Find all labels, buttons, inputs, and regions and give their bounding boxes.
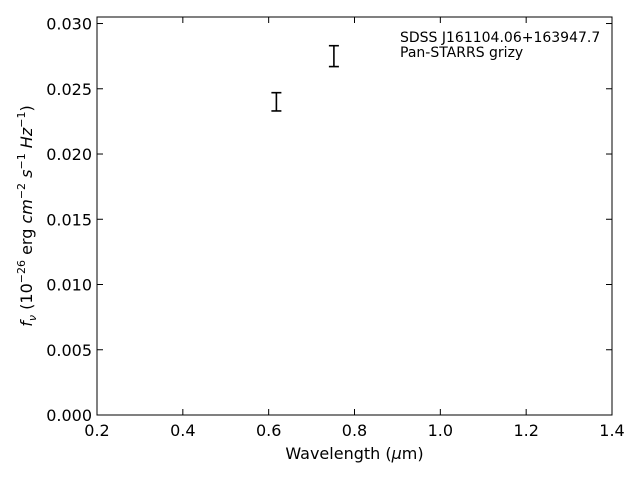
data-point-errorbar — [328, 44, 339, 68]
y-tick-label: 0.000 — [46, 406, 92, 425]
y-tick-label: 0.025 — [46, 80, 92, 99]
y-axis-label: fν (10−26 erg cm−2 s−1 Hz−1) — [15, 105, 39, 326]
plot-area — [96, 16, 613, 416]
x-tick-label: 1.4 — [599, 421, 624, 440]
y-tick-label: 0.030 — [46, 15, 92, 34]
x-tick-label: 0.8 — [342, 421, 367, 440]
annotation-survey-name: Pan-STARRS grizy — [400, 45, 523, 61]
x-tick-label: 0.4 — [170, 421, 195, 440]
y-tick-label: 0.020 — [46, 145, 92, 164]
x-tick-label: 0.6 — [256, 421, 281, 440]
x-tick-label: 0.2 — [84, 421, 109, 440]
y-tick-label: 0.005 — [46, 341, 92, 360]
data-point-errorbar — [271, 91, 282, 112]
points-layer — [271, 44, 339, 112]
y-tick-label: 0.015 — [46, 210, 92, 229]
x-tick-label: 1.2 — [513, 421, 538, 440]
annotation-object-name: SDSS J161104.06+163947.7 — [400, 30, 600, 46]
ticks-layer: 0.2 0.4 0.6 0.8 1.0 1.2 1.4 0.000 0.005 0.010 0.01… — [46, 15, 625, 440]
y-tick-label: 0.010 — [46, 276, 92, 295]
x-axis-label: Wavelength (μm) — [285, 444, 423, 463]
x-tick-label: 1.0 — [428, 421, 453, 440]
